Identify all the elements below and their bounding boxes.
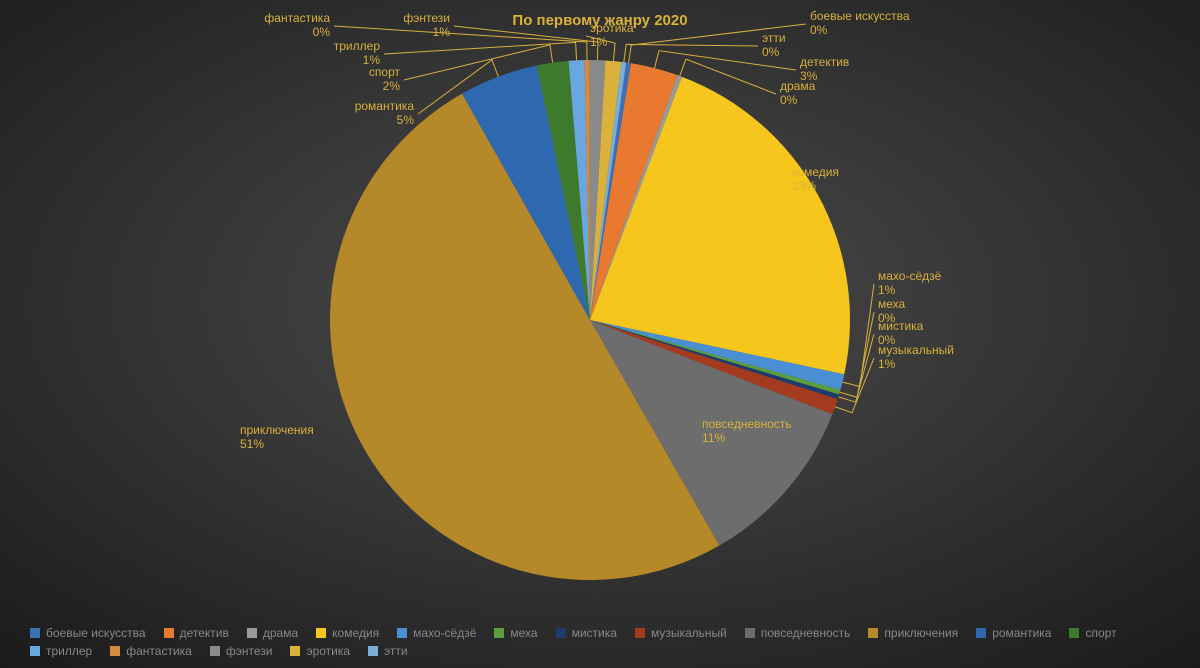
legend-item: махо-сёдзё <box>397 626 476 640</box>
legend-label: спорт <box>1085 626 1116 640</box>
legend: боевые искусства детектив драма комедия махо… <box>30 626 1170 658</box>
leader-line <box>624 44 758 62</box>
legend-item: повседневность <box>745 626 851 640</box>
legend-item: комедия <box>316 626 379 640</box>
pie-chart: боевые искусства0%этти0%детектив3%драма0… <box>0 0 1200 600</box>
legend-label: триллер <box>46 644 92 658</box>
legend-swatch <box>316 628 326 638</box>
legend-label: фантастика <box>126 644 192 658</box>
legend-item: приключения <box>868 626 958 640</box>
leader-line <box>586 36 615 61</box>
pie-svg <box>0 0 1200 600</box>
legend-item: драма <box>247 626 298 640</box>
legend-label: меха <box>510 626 537 640</box>
legend-item: фэнтези <box>210 644 273 658</box>
legend-swatch <box>30 628 40 638</box>
legend-swatch <box>210 646 220 656</box>
legend-item: триллер <box>30 644 92 658</box>
legend-swatch <box>494 628 504 638</box>
legend-swatch <box>164 628 174 638</box>
legend-item: этти <box>368 644 408 658</box>
legend-label: мистика <box>572 626 617 640</box>
legend-label: этти <box>384 644 408 658</box>
legend-label: махо-сёдзё <box>413 626 476 640</box>
legend-item: романтика <box>976 626 1051 640</box>
legend-swatch <box>110 646 120 656</box>
legend-swatch <box>635 628 645 638</box>
legend-item: музыкальный <box>635 626 727 640</box>
legend-swatch <box>290 646 300 656</box>
legend-swatch <box>745 628 755 638</box>
leader-line <box>334 26 587 60</box>
legend-label: приключения <box>884 626 958 640</box>
legend-item: меха <box>494 626 537 640</box>
legend-label: фэнтези <box>226 644 273 658</box>
legend-swatch <box>556 628 566 638</box>
legend-swatch <box>30 646 40 656</box>
legend-swatch <box>976 628 986 638</box>
legend-item: спорт <box>1069 626 1116 640</box>
legend-label: повседневность <box>761 626 851 640</box>
legend-item: эротика <box>290 644 350 658</box>
legend-label: комедия <box>332 626 379 640</box>
legend-swatch <box>397 628 407 638</box>
leader-line <box>629 24 806 63</box>
legend-label: боевые искусства <box>46 626 146 640</box>
legend-item: детектив <box>164 626 229 640</box>
legend-item: боевые искусства <box>30 626 146 640</box>
legend-label: драма <box>263 626 298 640</box>
legend-label: музыкальный <box>651 626 727 640</box>
leader-line <box>655 51 796 70</box>
legend-label: эротика <box>306 644 350 658</box>
legend-item: фантастика <box>110 644 192 658</box>
legend-swatch <box>368 646 378 656</box>
legend-swatch <box>247 628 257 638</box>
chart-stage: По первому жанру 2020 боевые искусства0%… <box>0 0 1200 668</box>
legend-swatch <box>1069 628 1079 638</box>
legend-item: мистика <box>556 626 617 640</box>
legend-label: детектив <box>180 626 229 640</box>
legend-swatch <box>868 628 878 638</box>
legend-label: романтика <box>992 626 1051 640</box>
